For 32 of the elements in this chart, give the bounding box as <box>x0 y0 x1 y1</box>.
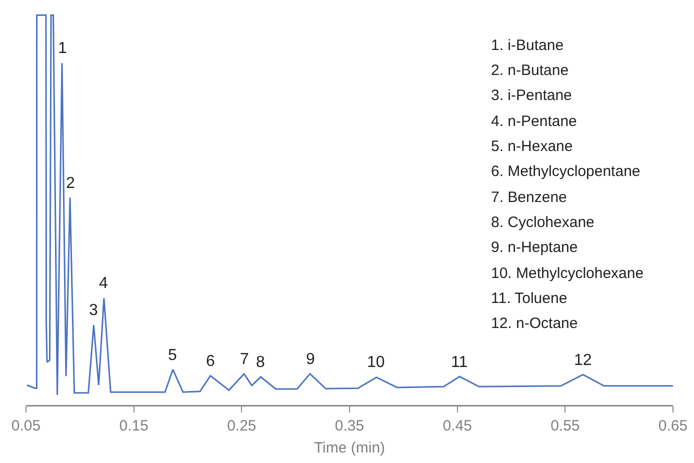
annotation: 4 <box>99 275 108 292</box>
x-tick-label: 0.45 <box>442 418 472 434</box>
annotation: 7 <box>240 351 249 368</box>
x-tick-label: 0.15 <box>119 418 148 434</box>
annotation: 2 <box>66 175 75 192</box>
annotation: 1. i-Butane <box>491 37 564 54</box>
annotation: 10. Methylcyclohexane <box>491 265 644 282</box>
annotation: 12. n-Octane <box>491 315 578 332</box>
annotation: 4. n-Pentane <box>491 113 577 130</box>
x-axis-title: Time (min) <box>314 439 386 456</box>
annotation: 3 <box>89 302 98 319</box>
annotation: 2. n-Butane <box>491 62 569 79</box>
annotation: 9. n-Heptane <box>491 239 578 256</box>
annotation: 6 <box>206 353 215 370</box>
annotation: 3. i-Pentane <box>491 87 572 104</box>
annotation: 8. Cyclohexane <box>491 214 594 231</box>
annotation: 9 <box>306 351 315 368</box>
annotation: 5. n-Hexane <box>491 138 573 155</box>
annotation: 8 <box>256 354 265 371</box>
x-tick-label: 0.65 <box>658 418 688 434</box>
annotation: 7. Benzene <box>491 189 567 206</box>
annotation: 5 <box>168 347 177 364</box>
x-tick-label: 0.55 <box>550 418 580 434</box>
x-tick-label: 0.05 <box>11 418 41 434</box>
x-tick-label: 0.25 <box>227 418 256 434</box>
annotation: 10 <box>367 354 385 371</box>
annotation: 11. Toluene <box>491 290 568 307</box>
annotation: 6. Methylcyclopentane <box>491 163 640 180</box>
annotation: 12 <box>574 352 592 369</box>
annotation: 11 <box>451 354 468 371</box>
x-tick-label: 0.35 <box>334 418 364 434</box>
annotation: 1 <box>58 40 67 57</box>
